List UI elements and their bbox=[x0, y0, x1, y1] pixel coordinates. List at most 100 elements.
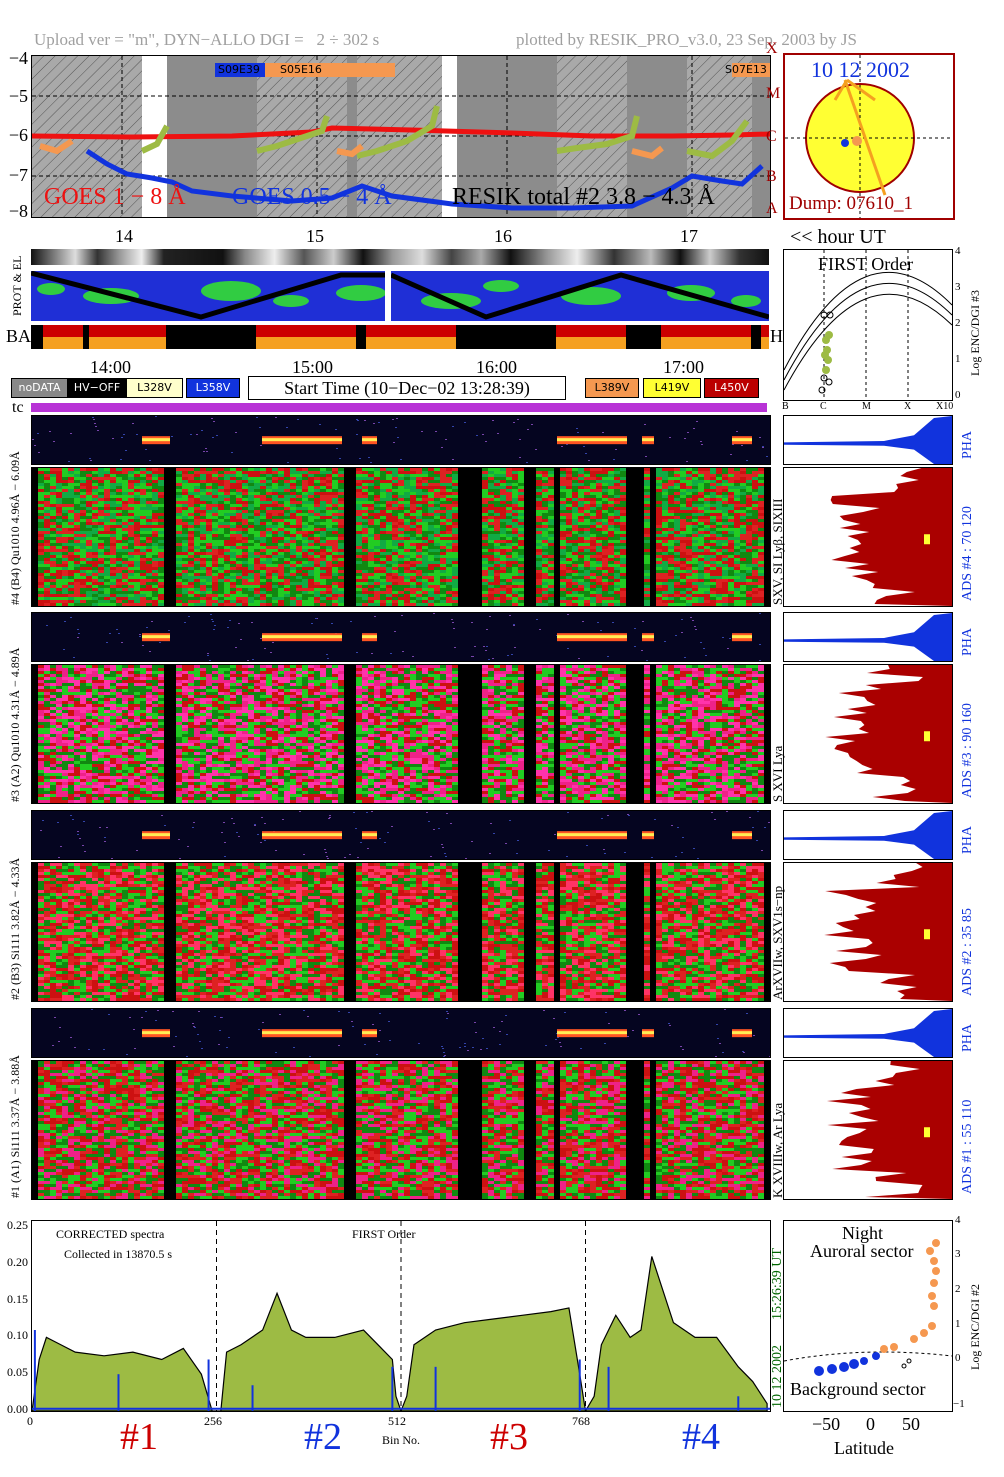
sun-dump: Dump: 07610_1 bbox=[789, 193, 913, 215]
goes-ytick: −4 bbox=[0, 48, 28, 69]
first-order-xtick: X10 bbox=[936, 401, 953, 412]
legend-l419v: L419V bbox=[643, 378, 701, 398]
pha-histogram bbox=[783, 1008, 953, 1058]
tc-label: tc bbox=[12, 399, 24, 417]
sun-date: 10 12 2002 bbox=[811, 57, 910, 83]
spectrum-ytick: 0.10 bbox=[0, 1328, 28, 1343]
first-order-xtick: X bbox=[904, 401, 911, 412]
latitude-title-2: Auroral sector bbox=[810, 1241, 913, 1262]
start-time-box: Start Time (10−Dec−02 13:28:39) bbox=[248, 376, 566, 400]
sun-disk-plot bbox=[785, 55, 953, 218]
spectrum-ytick: 0.00 bbox=[0, 1402, 28, 1417]
legend-l450v: L450V bbox=[704, 378, 759, 398]
channel-line-label: ArXVIIw, SXV1s−np bbox=[770, 886, 786, 1000]
flare-direction-line bbox=[843, 79, 887, 196]
latitude-ytick: 0 bbox=[955, 1352, 961, 1364]
tc-strip bbox=[31, 403, 767, 412]
spectrum-text-1: CORRECTED spectra bbox=[56, 1227, 164, 1242]
channel-label: #1 (A1) Si111 3.37Å − 3.88Å bbox=[8, 1055, 23, 1198]
ads-label: ADS #1 : 55 110 bbox=[960, 1100, 976, 1194]
prot-map-strip bbox=[31, 271, 769, 321]
first-order-ytick: 2 bbox=[955, 317, 961, 329]
spectrum-text-2: Collected in 13870.5 s bbox=[64, 1247, 172, 1262]
latitude-xtick: 50 bbox=[902, 1414, 920, 1435]
goes-ytick: −6 bbox=[0, 125, 28, 146]
latitude-ytick: 1 bbox=[955, 1318, 961, 1330]
pha-histogram bbox=[783, 810, 953, 860]
legend-l328v: L328V bbox=[126, 378, 183, 398]
channel-mark-4: #4 bbox=[682, 1415, 720, 1459]
first-order-ytick: 3 bbox=[955, 281, 961, 293]
channel-spectrogram bbox=[31, 664, 771, 804]
time-tick: 17:00 bbox=[663, 357, 704, 378]
ads-histogram bbox=[783, 467, 953, 607]
ads-label: ADS #4 : 70 120 bbox=[960, 506, 976, 601]
spectrum-xtick: 512 bbox=[388, 1414, 406, 1429]
hour-tick: 16 bbox=[494, 226, 512, 247]
ads-histogram bbox=[783, 862, 953, 1002]
latitude-xtick: 0 bbox=[866, 1414, 875, 1435]
pha-label: PHA bbox=[960, 431, 976, 459]
event-label-2: S05E16 bbox=[280, 63, 322, 77]
latitude-panel: Night Auroral sector Background sector bbox=[783, 1220, 953, 1412]
channel-spectrogram bbox=[31, 1060, 771, 1200]
goes-panel: S09E39 S05E16 S07E13 GOES 1 − 8 Å GOES 0… bbox=[31, 55, 771, 218]
resik-orange-curve bbox=[39, 138, 664, 160]
hour-ut-label: << hour UT bbox=[790, 226, 886, 249]
sun-position-orange bbox=[852, 136, 862, 146]
latitude-xlabel: Latitude bbox=[834, 1438, 894, 1459]
hour-tick: 14 bbox=[115, 226, 133, 247]
pha-histogram bbox=[783, 612, 953, 662]
channel-spectrogram bbox=[31, 862, 771, 1002]
latitude-ytick: 3 bbox=[955, 1248, 961, 1260]
upload-version-text: Upload ver = "m", DYN−ALLO DGI = 2 ÷ 302… bbox=[34, 30, 379, 50]
channel-label: #2 (B3) Si111 3.82Å − 4.33Å bbox=[8, 858, 23, 1000]
sun-position-blue bbox=[841, 139, 849, 147]
latitude-xtick: −50 bbox=[812, 1414, 840, 1435]
resik-total-curve bbox=[140, 105, 750, 160]
legend-l389v: L389V bbox=[585, 378, 639, 398]
latitude-ytick: −1 bbox=[953, 1398, 965, 1410]
event-label-1: S09E39 bbox=[218, 63, 260, 77]
time-tick: 15:00 bbox=[292, 357, 333, 378]
first-order-xtick: C bbox=[820, 401, 827, 412]
channel-line-label: S XVI Lya bbox=[770, 746, 786, 802]
latitude-bottom-label: Background sector bbox=[790, 1379, 925, 1400]
spectrum-ytick: 0.15 bbox=[0, 1292, 28, 1307]
ba-label: BA bbox=[6, 326, 31, 347]
spectrum-xlabel: Bin No. bbox=[382, 1433, 420, 1448]
spectrum-xtick: 0 bbox=[27, 1414, 33, 1429]
spectrum-xtick: 256 bbox=[204, 1414, 222, 1429]
first-order-panel: FIRST Order bbox=[783, 249, 953, 401]
first-order-ytick: 0 bbox=[955, 389, 961, 401]
spectrum-panel: CORRECTED spectra Collected in 13870.5 s… bbox=[31, 1220, 771, 1412]
goes-class-label: A bbox=[766, 200, 778, 218]
legend-nodata: noDATA bbox=[11, 378, 68, 398]
goes-class-label: M bbox=[766, 85, 780, 103]
plotted-by-text: plotted by RESIK_PRO_v3.0, 23 Sep. 2003 … bbox=[516, 30, 857, 50]
goes-class-label: B bbox=[766, 168, 777, 186]
pha-label: PHA bbox=[960, 826, 976, 854]
ads-histogram bbox=[783, 1060, 953, 1200]
event-label-3: S07E13 bbox=[725, 63, 767, 77]
latitude-ytick: 4 bbox=[955, 1214, 961, 1226]
pha-spectrogram-strip bbox=[31, 1008, 771, 1058]
spectrum-ytick: 0.20 bbox=[0, 1255, 28, 1270]
goes-class-label: X bbox=[766, 40, 778, 58]
goes-ytick: −5 bbox=[0, 86, 28, 107]
gray-band bbox=[347, 56, 357, 217]
channel-mark-1: #1 bbox=[120, 1415, 158, 1459]
goes-1-8-curve bbox=[32, 125, 770, 140]
first-order-ytick: 1 bbox=[955, 353, 961, 365]
legend-goes-1-8: GOES 1 − 8 Å bbox=[44, 184, 186, 211]
legend-goes-0-5-4: GOES 0.5 − 4 Å bbox=[232, 184, 392, 211]
spectrum-ytick: 0.05 bbox=[0, 1365, 28, 1380]
goes-class-label: C bbox=[766, 128, 777, 146]
ads-label: ADS #2 : 35 85 bbox=[960, 908, 976, 996]
channel-mark-2: #2 bbox=[304, 1415, 342, 1459]
first-order-ytick: 4 bbox=[955, 245, 961, 257]
channel-label: #3 (A2) Qu1010 4.31Å − 4.89Å bbox=[8, 648, 23, 802]
latitude-ytick: 2 bbox=[955, 1283, 961, 1295]
pha-histogram bbox=[783, 415, 953, 465]
time-tick: 16:00 bbox=[476, 357, 517, 378]
